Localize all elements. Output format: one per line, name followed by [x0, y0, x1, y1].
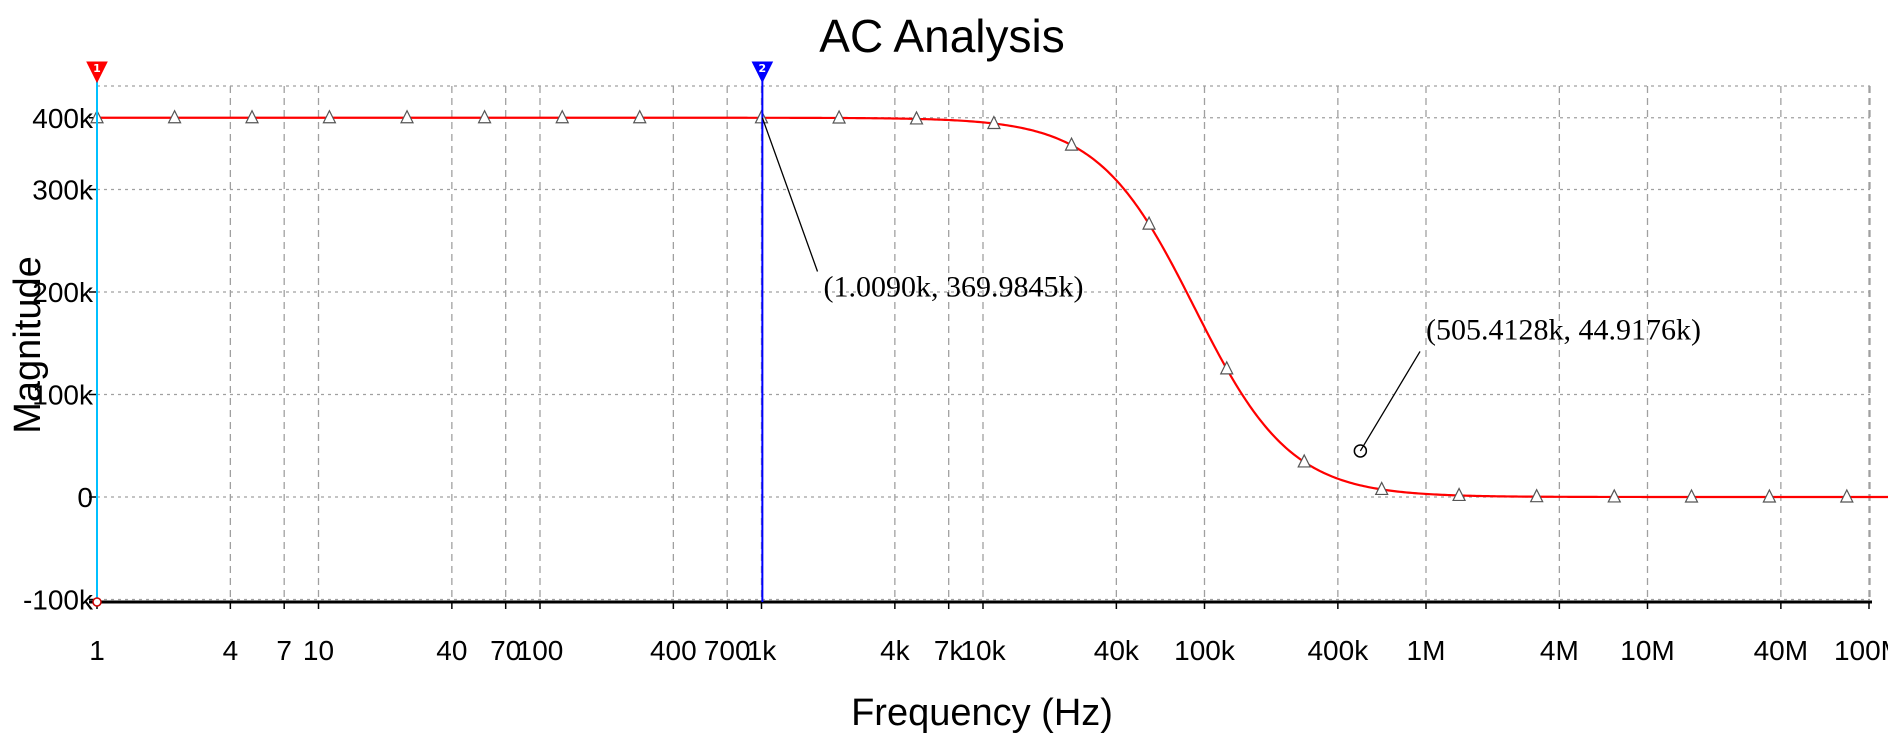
annotation-leader-2: [1359, 351, 1421, 452]
data-point-marker: [1607, 488, 1622, 503]
y-tick-label: -100k: [23, 585, 94, 616]
data-point-marker: [632, 109, 647, 124]
x-axis-label: Frequency (Hz): [851, 692, 1113, 734]
data-point-marker: [1684, 488, 1699, 503]
x-tick-label: 40M: [1754, 635, 1808, 666]
y-tick-label: 0: [77, 482, 93, 513]
x-tick-label: 4k: [880, 635, 911, 666]
data-point-marker: [1762, 488, 1777, 503]
data-point-marker: [986, 115, 1001, 130]
x-tick-label: 400: [650, 635, 697, 666]
data-point-marker: [400, 109, 414, 124]
x-tick-label: 4: [223, 635, 239, 666]
y-axis-label: Magnitude: [7, 256, 49, 433]
cursor-1-handle[interactable]: [86, 61, 108, 84]
x-tick-label: 10M: [1620, 635, 1674, 666]
data-point-marker: [1297, 453, 1312, 468]
x-tick-label: 1k: [747, 635, 778, 666]
data-point-marker: [555, 109, 570, 124]
annotation-leader-1: [761, 117, 819, 272]
x-tick-label: 100: [517, 635, 564, 666]
data-point-marker: [1529, 488, 1544, 503]
x-tick-label: 1M: [1407, 635, 1446, 666]
data-point-marker: [1452, 487, 1467, 502]
x-tick-label: 400k: [1307, 635, 1369, 666]
x-tick-label: 7: [276, 635, 292, 666]
annotation-label-1: (1.0090k, 369.9845k): [824, 271, 1084, 304]
x-tick-label: 1: [89, 635, 105, 666]
data-point-marker: [245, 109, 259, 124]
data-point-marker: [832, 109, 847, 124]
x-tick-label: 10k: [960, 635, 1006, 666]
data-point-marker: [1839, 488, 1854, 503]
x-tick-label: 40: [436, 635, 467, 666]
y-tick-label: 200k: [32, 277, 94, 308]
x-tick-label: 70: [490, 635, 521, 666]
x-tick-label: 4M: [1540, 635, 1579, 666]
x-tick-label: 10: [303, 635, 334, 666]
data-point-marker: [1064, 136, 1079, 151]
cursor-2-number: 2: [759, 62, 767, 75]
y-tick-label: 400k: [32, 103, 94, 134]
data-point-marker: [1219, 360, 1234, 375]
cursor-1-number: 1: [93, 62, 101, 75]
data-point-marker: [477, 109, 492, 124]
x-tick-label: 7k: [934, 635, 965, 666]
data-point-marker: [909, 110, 924, 125]
x-tick-label: 100M: [1834, 635, 1888, 666]
cursor-1-base-marker: [92, 597, 102, 607]
annotation-layer: (1.0090k, 369.9845k) (505.4128k, 44.9176k…: [761, 117, 1701, 458]
annotation-point-marker: [1353, 444, 1368, 458]
data-point-marker: [322, 109, 337, 124]
annotation-label-2: (505.4128k, 44.9176k): [1426, 313, 1701, 346]
x-tick-label: 700: [704, 635, 751, 666]
response-curve: [97, 116, 1888, 499]
data-point-marker: [1142, 215, 1157, 230]
series-layer: [90, 109, 1888, 503]
y-tick-label: 300k: [32, 175, 94, 206]
y-tick-label: 100k: [32, 380, 94, 411]
grid: [96, 85, 1871, 602]
data-point-marker: [1374, 481, 1389, 496]
data-point-marker: [167, 109, 182, 124]
x-tick-label: 100k: [1174, 635, 1236, 666]
x-tick-label: 40k: [1094, 635, 1140, 666]
cursor-2-handle[interactable]: [751, 61, 774, 84]
axes: [89, 117, 1872, 609]
chart-title: AC Analysis: [819, 10, 1064, 62]
